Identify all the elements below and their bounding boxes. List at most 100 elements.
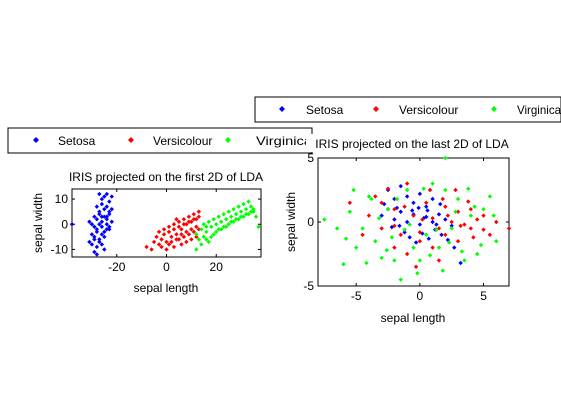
chart-2-point-versicolour-40 [458, 223, 463, 229]
legend-2-marker-virginica [491, 106, 497, 112]
chart-1-point-versicolour-29 [184, 239, 189, 245]
chart-1-point-setosa-43 [94, 252, 100, 257]
chart-2-point-versicolour-9 [417, 230, 423, 235]
chart-1-point-virginica-41 [226, 209, 231, 214]
chart-2-ticks: -5 0 5 -5 0 5 [303, 151, 509, 303]
chart-1-point-versicolour-46 [184, 222, 189, 227]
chart-1-xlabel: sepal length [134, 281, 199, 295]
chart-2-title-bg [306, 134, 518, 152]
chart-1-point-virginica-28 [214, 229, 219, 235]
chart-2-point-virginica-36 [453, 209, 458, 214]
chart-2-point-setosa-20 [402, 230, 407, 235]
chart-2-point-versicolour-39 [506, 226, 512, 231]
chart-2-point-virginica-6 [373, 239, 378, 244]
chart-2-point-versicolour-26 [468, 226, 473, 231]
chart-1-point-versicolour-25 [174, 232, 179, 237]
chart-2-point-versicolour-0 [347, 200, 353, 205]
chart-1-point-virginica-9 [216, 227, 221, 232]
chart-1-point-setosa-16 [99, 219, 105, 224]
chart-1-point-setosa-38 [92, 237, 97, 242]
chart-1-point-virginica-10 [219, 219, 224, 224]
chart-2-point-virginica-7 [379, 255, 384, 261]
chart-1-ytick-label-1: 0 [61, 217, 68, 231]
chart-2-point-versicolour-23 [430, 245, 435, 250]
chart-2-point-versicolour-29 [494, 219, 499, 225]
chart-1-point-versicolour-8 [169, 234, 174, 240]
legend-2-label-setosa: Setosa [306, 103, 344, 117]
chart-2-point-setosa-32 [410, 208, 415, 213]
chart-1-point-virginica-22 [248, 204, 254, 209]
chart-1-point-setosa-23 [94, 227, 100, 232]
chart-1-point-versicolour-49 [149, 247, 154, 252]
chart-2-point-setosa-17 [436, 212, 442, 217]
chart-1-point-virginica-31 [228, 219, 234, 224]
chart-1-ytick-label-0: -10 [51, 242, 69, 256]
chart-1-point-setosa-37 [89, 242, 95, 247]
chart-2-point-versicolour-3 [379, 226, 384, 231]
chart-1-point-setosa-5 [109, 194, 114, 199]
chart-1-point-versicolour-26 [176, 237, 182, 242]
chart-2-point-setosa-26 [439, 232, 444, 237]
chart-2-point-virginica-1 [341, 262, 346, 267]
chart-1-point-setosa-42 [92, 249, 97, 255]
chart-2-point-versicolour-6 [398, 232, 403, 237]
chart-2-point-versicolour-22 [417, 239, 423, 244]
chart-2-point-virginica-33 [415, 271, 420, 276]
chart-1-point-setosa-12 [109, 206, 114, 212]
chart-1-point-setosa-0 [97, 191, 102, 197]
chart-1-point-setosa-24 [97, 222, 102, 227]
chart-1-point-versicolour-35 [171, 222, 177, 227]
chart-1-point-setosa-6 [94, 204, 100, 209]
chart-2-point-virginica-29 [364, 260, 369, 266]
chart-1-point-virginica-14 [228, 214, 234, 219]
chart-1-point-versicolour-19 [196, 214, 202, 219]
chart-2-point-setosa-10 [392, 217, 397, 222]
chart-2-point-setosa-38 [434, 222, 439, 227]
chart-2-point-setosa-36 [397, 223, 402, 229]
chart-1-point-versicolour-28 [181, 234, 187, 240]
chart-1-point-virginica-16 [233, 211, 239, 217]
chart-2-point-virginica-23 [481, 207, 486, 212]
chart-1-point-virginica-45 [246, 199, 251, 204]
chart-1-point-setosa-31 [94, 229, 100, 235]
chart-1-points [69, 191, 261, 257]
chart-1-point-versicolour-23 [169, 239, 174, 245]
chart-2-point-versicolour-24 [443, 232, 448, 237]
legend-1: Setosa Versicolour Virginica [7, 127, 313, 154]
chart-2-point-virginica-32 [402, 227, 407, 232]
chart-1-point-setosa-21 [89, 222, 95, 227]
chart-1-point-virginica-19 [241, 214, 246, 219]
chart-2-point-virginica-3 [354, 245, 359, 250]
chart-2-point-setosa-7 [430, 196, 435, 202]
chart-1-point-versicolour-43 [166, 224, 172, 229]
chart-1-point-versicolour-33 [194, 234, 199, 240]
chart-2-point-versicolour-2 [373, 194, 378, 199]
chart-1-point-versicolour-0 [144, 244, 149, 250]
chart-2-point-virginica-31 [389, 235, 395, 240]
chart-2-point-virginica-34 [427, 253, 433, 258]
chart-2-points [322, 155, 512, 282]
chart-2-point-versicolour-19 [481, 227, 486, 232]
chart-1-point-versicolour-30 [186, 232, 192, 237]
chart-2-point-versicolour-32 [427, 187, 433, 193]
chart-2-point-virginica-2 [347, 209, 353, 214]
chart-2-point-virginica-15 [430, 181, 435, 186]
chart-2-point-versicolour-14 [449, 219, 454, 225]
chart-1-point-setosa-30 [92, 234, 97, 240]
chart-2-point-virginica-21 [468, 213, 473, 218]
chart-2-point-virginica-41 [394, 196, 400, 202]
chart-2-point-virginica-10 [398, 277, 403, 282]
chart-2-point-virginica-18 [449, 226, 454, 231]
chart-1-point-virginica-38 [211, 217, 216, 222]
chart-1-point-versicolour-18 [194, 224, 199, 229]
chart-1-point-setosa-14 [94, 217, 100, 222]
chart-1-point-virginica-30 [223, 224, 229, 229]
chart-2-point-versicolour-8 [411, 213, 416, 218]
chart-2-point-virginica-28 [351, 187, 356, 193]
chart-2-point-versicolour-37 [413, 264, 419, 269]
chart-1-point-setosa-34 [102, 234, 107, 240]
chart-2-point-versicolour-1 [366, 213, 372, 218]
chart-1-point-virginica-20 [243, 206, 249, 212]
chart-2-point-setosa-29 [458, 260, 463, 266]
chart-2-point-virginica-16 [436, 245, 442, 250]
